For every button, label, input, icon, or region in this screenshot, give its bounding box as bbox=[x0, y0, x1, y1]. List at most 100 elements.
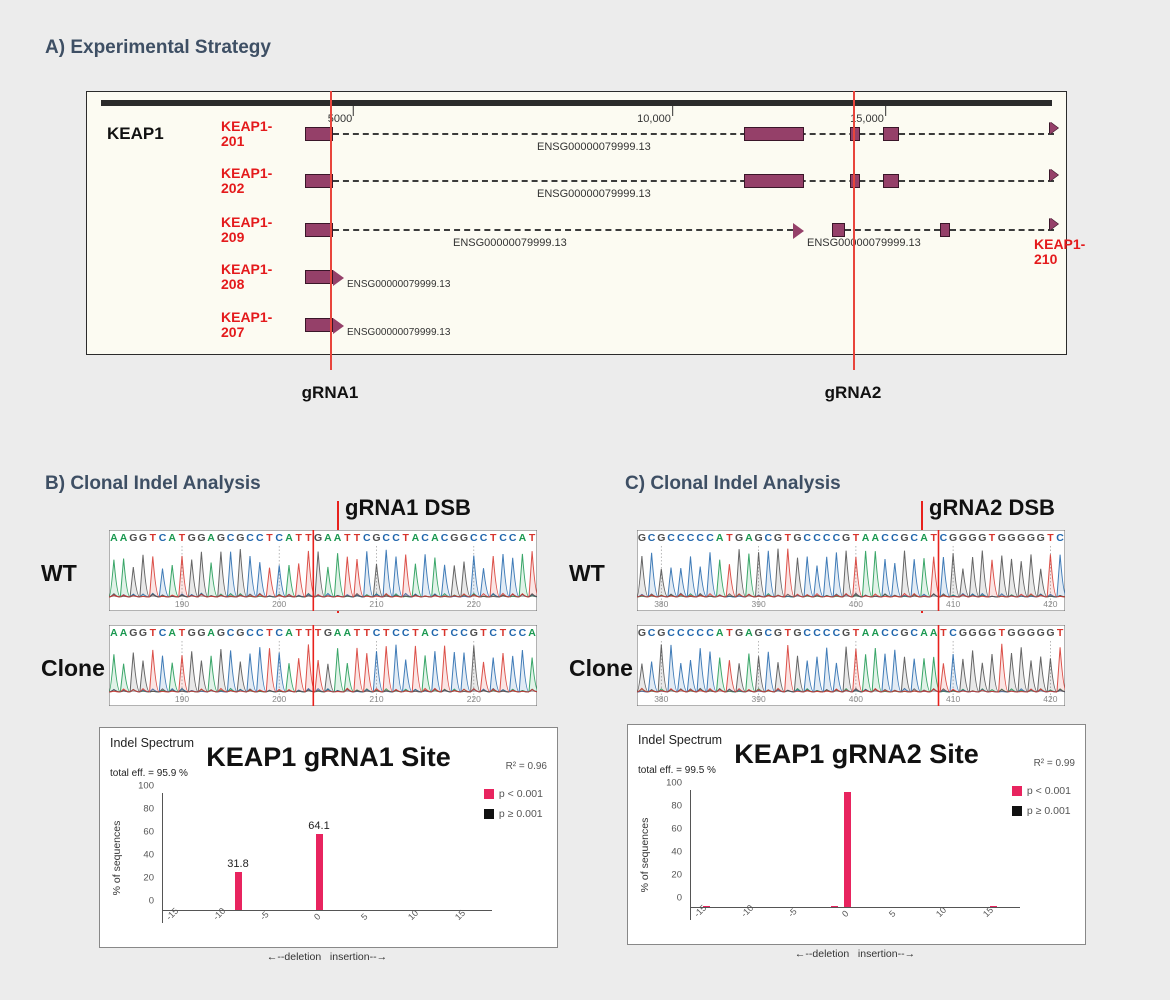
svg-text:C: C bbox=[480, 532, 488, 544]
svg-text:C: C bbox=[227, 532, 235, 544]
svg-text:T: T bbox=[480, 627, 487, 639]
svg-text:T: T bbox=[354, 627, 361, 639]
svg-text:G: G bbox=[1017, 627, 1025, 639]
svg-text:C: C bbox=[667, 627, 675, 639]
svg-text:T: T bbox=[383, 627, 390, 639]
svg-text:T: T bbox=[266, 532, 273, 544]
svg-text:T: T bbox=[305, 627, 312, 639]
svg-text:G: G bbox=[949, 532, 957, 544]
svg-text:G: G bbox=[1027, 627, 1035, 639]
svg-text:390: 390 bbox=[752, 599, 766, 609]
svg-text:220: 220 bbox=[467, 694, 481, 704]
svg-text:T: T bbox=[726, 532, 733, 544]
svg-text:C: C bbox=[677, 627, 685, 639]
svg-text:G: G bbox=[793, 532, 801, 544]
svg-text:A: A bbox=[716, 627, 724, 639]
svg-text:G: G bbox=[774, 627, 782, 639]
svg-text:G: G bbox=[657, 532, 665, 544]
svg-text:G: G bbox=[314, 532, 322, 544]
svg-text:C: C bbox=[803, 532, 811, 544]
svg-text:420: 420 bbox=[1043, 694, 1057, 704]
svg-text:C: C bbox=[813, 532, 821, 544]
svg-text:C: C bbox=[159, 627, 167, 639]
svg-text:C: C bbox=[402, 627, 410, 639]
svg-text:T: T bbox=[785, 627, 792, 639]
svg-text:C: C bbox=[382, 532, 390, 544]
svg-text:A: A bbox=[207, 532, 215, 544]
svg-text:A: A bbox=[412, 532, 420, 544]
svg-text:G: G bbox=[755, 627, 763, 639]
svg-text:G: G bbox=[842, 627, 850, 639]
svg-text:C: C bbox=[431, 627, 439, 639]
svg-text:C: C bbox=[451, 627, 459, 639]
svg-text:T: T bbox=[1047, 532, 1054, 544]
svg-text:C: C bbox=[891, 532, 899, 544]
svg-text:A: A bbox=[872, 627, 880, 639]
svg-text:C: C bbox=[696, 532, 704, 544]
svg-text:C: C bbox=[227, 627, 235, 639]
svg-text:410: 410 bbox=[946, 599, 960, 609]
svg-text:A: A bbox=[431, 532, 439, 544]
svg-text:T: T bbox=[150, 627, 157, 639]
svg-text:220: 220 bbox=[467, 599, 481, 609]
svg-text:A: A bbox=[120, 627, 128, 639]
svg-text:190: 190 bbox=[175, 694, 189, 704]
svg-text:A: A bbox=[872, 532, 880, 544]
svg-text:C: C bbox=[256, 532, 264, 544]
svg-text:A: A bbox=[528, 627, 536, 639]
svg-text:T: T bbox=[150, 532, 157, 544]
svg-text:A: A bbox=[120, 532, 128, 544]
svg-text:T: T bbox=[853, 627, 860, 639]
svg-text:C: C bbox=[696, 627, 704, 639]
svg-text:G: G bbox=[372, 532, 380, 544]
svg-text:T: T bbox=[295, 532, 302, 544]
svg-text:C: C bbox=[1056, 532, 1064, 544]
svg-text:C: C bbox=[706, 532, 714, 544]
svg-text:C: C bbox=[159, 532, 167, 544]
svg-text:G: G bbox=[793, 627, 801, 639]
svg-text:T: T bbox=[999, 627, 1006, 639]
svg-text:T: T bbox=[1057, 627, 1064, 639]
svg-text:G: G bbox=[129, 532, 137, 544]
svg-text:C: C bbox=[509, 532, 517, 544]
svg-text:C: C bbox=[363, 532, 371, 544]
svg-text:C: C bbox=[246, 532, 254, 544]
svg-text:A: A bbox=[421, 627, 429, 639]
svg-text:A: A bbox=[920, 532, 928, 544]
svg-text:G: G bbox=[842, 532, 850, 544]
svg-text:A: A bbox=[324, 532, 332, 544]
svg-text:400: 400 bbox=[849, 599, 863, 609]
svg-text:C: C bbox=[940, 532, 948, 544]
svg-text:T: T bbox=[441, 627, 448, 639]
svg-text:G: G bbox=[1027, 532, 1035, 544]
svg-text:C: C bbox=[706, 627, 714, 639]
svg-text:C: C bbox=[949, 627, 957, 639]
svg-text:T: T bbox=[412, 627, 419, 639]
svg-text:T: T bbox=[402, 532, 409, 544]
svg-text:C: C bbox=[765, 627, 773, 639]
svg-text:G: G bbox=[735, 627, 743, 639]
svg-text:380: 380 bbox=[654, 599, 668, 609]
svg-text:380: 380 bbox=[654, 694, 668, 704]
svg-text:C: C bbox=[470, 532, 478, 544]
svg-text:G: G bbox=[197, 532, 205, 544]
svg-text:G: G bbox=[988, 627, 996, 639]
svg-text:C: C bbox=[275, 627, 283, 639]
svg-text:G: G bbox=[217, 532, 225, 544]
svg-text:G: G bbox=[978, 627, 986, 639]
svg-text:G: G bbox=[900, 532, 908, 544]
svg-text:C: C bbox=[891, 627, 899, 639]
svg-text:G: G bbox=[1037, 532, 1045, 544]
svg-text:A: A bbox=[110, 532, 118, 544]
svg-text:C: C bbox=[687, 627, 695, 639]
svg-text:G: G bbox=[188, 532, 196, 544]
svg-text:A: A bbox=[519, 532, 527, 544]
svg-text:390: 390 bbox=[752, 694, 766, 704]
svg-text:C: C bbox=[509, 627, 517, 639]
svg-text:T: T bbox=[305, 532, 312, 544]
svg-text:G: G bbox=[139, 627, 147, 639]
svg-text:A: A bbox=[716, 532, 724, 544]
svg-text:210: 210 bbox=[369, 694, 383, 704]
svg-text:C: C bbox=[460, 627, 468, 639]
svg-text:C: C bbox=[813, 627, 821, 639]
